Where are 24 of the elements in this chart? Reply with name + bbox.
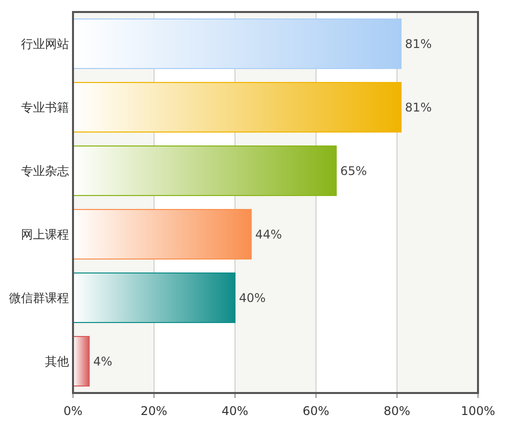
x-tick-label: 100% bbox=[460, 404, 496, 418]
x-tick-label: 60% bbox=[302, 404, 330, 418]
bar bbox=[72, 272, 236, 324]
y-tick-label: 行业网站 bbox=[21, 36, 69, 51]
y-tick-label: 专业书籍 bbox=[21, 100, 69, 114]
bar bbox=[72, 82, 402, 133]
y-tick-label: 其他 bbox=[45, 354, 69, 368]
data-label: 65% bbox=[340, 164, 367, 178]
x-tick-label: 0% bbox=[63, 404, 83, 418]
bar bbox=[72, 336, 90, 387]
x-tick-label: 20% bbox=[140, 404, 168, 418]
x-tick-label: 80% bbox=[384, 404, 410, 418]
data-label: 81% bbox=[405, 100, 432, 114]
data-label: 40% bbox=[239, 290, 266, 305]
y-tick-label: 专业杂志 bbox=[21, 164, 69, 178]
data-label: 4% bbox=[93, 354, 112, 368]
x-tick-label: 40% bbox=[222, 404, 248, 418]
bar bbox=[72, 145, 337, 196]
data-label: 81% bbox=[405, 36, 432, 51]
y-tick-label: 微信群课程 bbox=[9, 290, 69, 305]
bar bbox=[72, 18, 402, 70]
bar bbox=[72, 208, 252, 260]
data-label: 44% bbox=[255, 227, 282, 242]
y-tick-label: 网上课程 bbox=[21, 227, 69, 242]
